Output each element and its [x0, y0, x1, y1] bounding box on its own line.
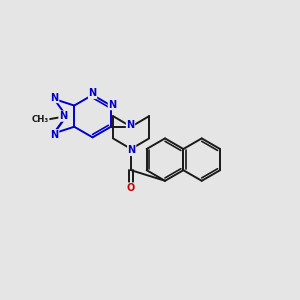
Text: N: N	[126, 120, 135, 130]
Text: N: N	[88, 88, 97, 98]
Text: N: N	[51, 130, 59, 140]
Text: CH₃: CH₃	[32, 115, 49, 124]
Text: N: N	[128, 146, 136, 155]
Text: O: O	[127, 183, 135, 193]
Text: N: N	[108, 100, 116, 110]
Text: N: N	[51, 92, 59, 103]
Text: N: N	[59, 111, 67, 121]
